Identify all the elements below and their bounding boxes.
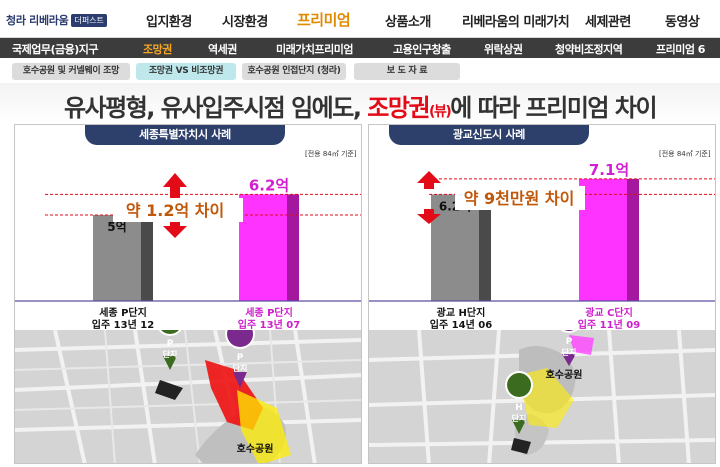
- subnav-item-business-district[interactable]: 국제업무(금융)지구: [12, 43, 99, 56]
- arrow-shaft: [424, 209, 434, 214]
- headline-part1: 유사평형, 유사입주시점 임에도,: [63, 94, 368, 122]
- site-logo[interactable]: 청라 리베라움 더퍼스트: [6, 12, 107, 28]
- unit-note: [전용 84㎡ 기준]: [659, 150, 711, 158]
- value-label-2: 6.2억: [249, 176, 289, 194]
- nav-item-premium[interactable]: 프리미엄: [297, 11, 351, 29]
- arrow-shaft: [170, 221, 180, 226]
- headline-title: 유사평형, 유사입주시점 임에도, 조망권(뷰)에 따라 프리미엄 차이: [0, 88, 720, 123]
- up-arrow-icon: [417, 171, 441, 183]
- bar-1: [93, 215, 141, 301]
- category-label-2: 광교 C단지: [585, 306, 633, 319]
- view-zone-magenta: [569, 335, 594, 355]
- category-label-1: 세종 P단지: [99, 306, 147, 319]
- bar-2-side: [287, 194, 299, 301]
- svg-text:P: P: [566, 337, 573, 347]
- nav-item-product[interactable]: 상품소개: [385, 15, 431, 30]
- map-minor-roads: [15, 330, 361, 463]
- sub-navigation: 국제업무(금융)지구 조망권 역세권 미래가치프리미엄 고용인구창출 위락상권 …: [0, 38, 720, 58]
- headline-small: (뷰): [429, 104, 452, 120]
- pill-press-release[interactable]: 보 도 자 료: [354, 63, 460, 80]
- bar-2-side: [627, 178, 639, 301]
- gwanggyo-map: P 단지 H 단지 호수공원: [369, 330, 715, 463]
- down-arrow-icon: [163, 226, 187, 238]
- arrow-shaft: [170, 187, 180, 201]
- svg-text:P: P: [167, 339, 174, 349]
- diff-label: 약 9천만원 차이: [464, 189, 575, 208]
- up-arrow-icon: [163, 173, 187, 187]
- lake-label: 호수공원: [546, 368, 583, 381]
- headline-part2: 에 따라 프리미엄 차이: [450, 94, 657, 122]
- nav-item-market[interactable]: 시장환경: [222, 15, 268, 30]
- pill-adjacent-complex[interactable]: 호수공원 인접단지 (청라): [242, 63, 346, 80]
- nav-item-video[interactable]: 동영상: [665, 15, 700, 30]
- bar-1-side: [479, 194, 491, 301]
- logo-text: 청라 리베라움: [6, 14, 69, 27]
- down-arrow-icon: [417, 214, 441, 224]
- view-zone-yellow: [237, 390, 291, 463]
- bar-1: [431, 194, 479, 301]
- map-marker-bottom[interactable]: H 단지: [505, 371, 534, 434]
- svg-text:단지: 단지: [562, 347, 577, 357]
- subnav-item-station-area[interactable]: 역세권: [208, 43, 237, 56]
- move-in-label-2: 입주 13년 07: [238, 318, 300, 331]
- nav-item-tax[interactable]: 세제관련: [585, 15, 631, 30]
- top-navigation: 청라 리베라움 더퍼스트 입지환경 시장환경 프리미엄 상품소개 리베라움의 미…: [0, 0, 720, 38]
- move-in-label-1: 입주 14년 06: [430, 318, 492, 331]
- nav-item-location[interactable]: 입지환경: [146, 15, 192, 30]
- svg-text:단지: 단지: [233, 363, 248, 373]
- panel-title: 세종특별자치시 사례: [85, 125, 285, 145]
- subnav-item-premium-6[interactable]: 프리미엄 6: [656, 43, 705, 56]
- subnav-item-view-rights[interactable]: 조망권: [143, 43, 172, 56]
- svg-text:단지: 단지: [512, 413, 527, 423]
- subnav-item-future-premium[interactable]: 미래가치프리미엄: [276, 43, 353, 56]
- pill-view-vs-nonview[interactable]: 조망권 VS 비조망권: [136, 63, 236, 80]
- nav-item-future-value[interactable]: 리베라움의 미래가치: [462, 15, 570, 30]
- unit-note: [전용 84㎡ 기준]: [305, 150, 357, 158]
- map-marker-top[interactable]: P 단지: [556, 330, 582, 366]
- bar-1-side: [141, 215, 153, 301]
- logo-badge: 더퍼스트: [71, 13, 107, 27]
- svg-text:P: P: [237, 353, 244, 363]
- map-marker-right[interactable]: P 단지: [225, 330, 256, 388]
- diff-label-bg: [113, 198, 243, 222]
- sejong-map: P 단지 P 단지 호수공원: [15, 330, 361, 463]
- svg-text:단지: 단지: [163, 349, 178, 359]
- move-in-label-1: 입주 13년 12: [92, 318, 154, 331]
- arrow-shaft: [424, 183, 434, 189]
- diff-label: 약 1.2억 차이: [126, 201, 224, 220]
- headline-banner: 유사평형, 유사입주시점 임에도, 조망권(뷰)에 따라 프리미엄 차이: [0, 83, 720, 123]
- category-label-2: 세종 P단지: [245, 306, 293, 319]
- value-label-2: 7.1억: [589, 161, 629, 179]
- category-label-1: 광교 H단지: [437, 306, 486, 319]
- headline-highlight: 조망권: [367, 94, 430, 122]
- subnav-item-entertainment[interactable]: 위락상권: [484, 43, 523, 56]
- svg-text:H: H: [515, 403, 523, 413]
- complex-block: [511, 438, 531, 454]
- diff-label-bg: [455, 186, 585, 210]
- move-in-label-2: 입주 11년 09: [578, 318, 640, 331]
- complex-block: [155, 380, 183, 400]
- sejong-case-panel: 세종특별자치시 사례 [전용 84㎡ 기준] 5억 세종 P단지 입주 13년 12…: [14, 124, 362, 464]
- bar-2: [239, 194, 287, 301]
- subnav-item-subscription[interactable]: 청약비조정지역: [555, 43, 623, 56]
- panel-title: 광교신도시 사례: [389, 125, 589, 145]
- subnav-item-employment[interactable]: 고용인구창출: [393, 43, 451, 56]
- bar-2: [579, 178, 627, 301]
- map-roads: [15, 330, 361, 463]
- pill-lake-view[interactable]: 호수공원 및 커넬웨이 조망: [12, 63, 130, 80]
- lake-label: 호수공원: [237, 442, 274, 455]
- value-label-1: 5억: [107, 220, 126, 234]
- map-marker-left[interactable]: P 단지: [157, 330, 183, 370]
